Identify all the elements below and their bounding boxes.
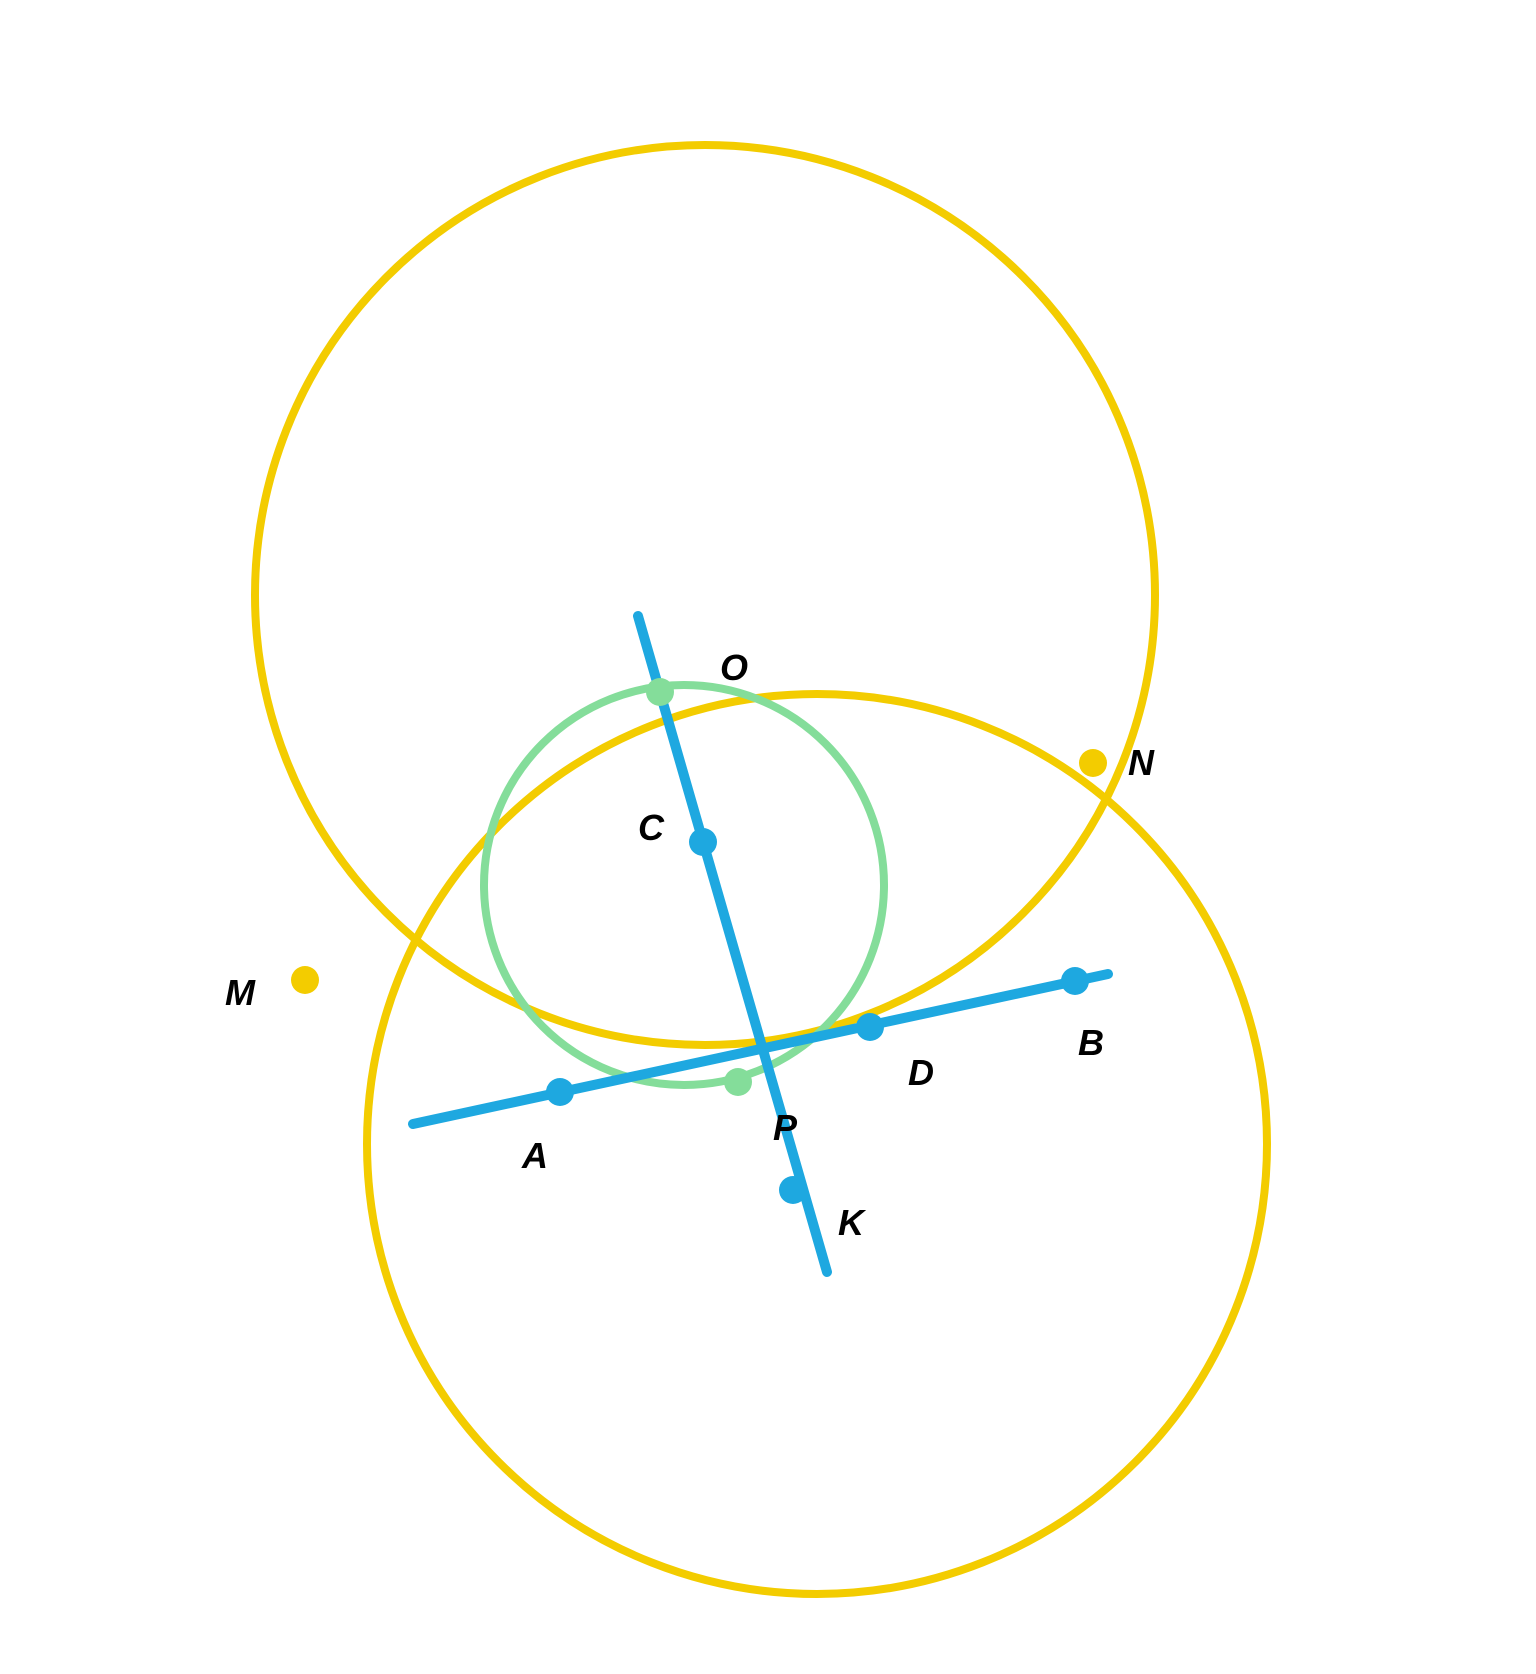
label-M: M [225, 972, 256, 1013]
circle-lower [367, 694, 1267, 1594]
label-C: C [638, 807, 665, 848]
geometry-figure: O C N M B D A P K [0, 0, 1536, 1674]
circle-inner [484, 685, 884, 1085]
point-N [1079, 749, 1107, 777]
lines-layer [413, 616, 1108, 1272]
circle-upper [255, 145, 1155, 1045]
point-D [856, 1013, 884, 1041]
point-O [646, 678, 674, 706]
point-P [724, 1068, 752, 1096]
circles-layer [255, 145, 1267, 1594]
label-D: D [908, 1052, 934, 1093]
label-K: K [838, 1202, 867, 1243]
point-M [291, 966, 319, 994]
point-K [779, 1176, 807, 1204]
label-N: N [1128, 742, 1155, 783]
line-OK [638, 616, 827, 1272]
point-C [689, 828, 717, 856]
label-A: A [521, 1135, 548, 1176]
label-O: O [720, 647, 748, 688]
point-B [1061, 967, 1089, 995]
point-A [546, 1078, 574, 1106]
label-B: B [1078, 1022, 1104, 1063]
label-P: P [773, 1107, 798, 1148]
